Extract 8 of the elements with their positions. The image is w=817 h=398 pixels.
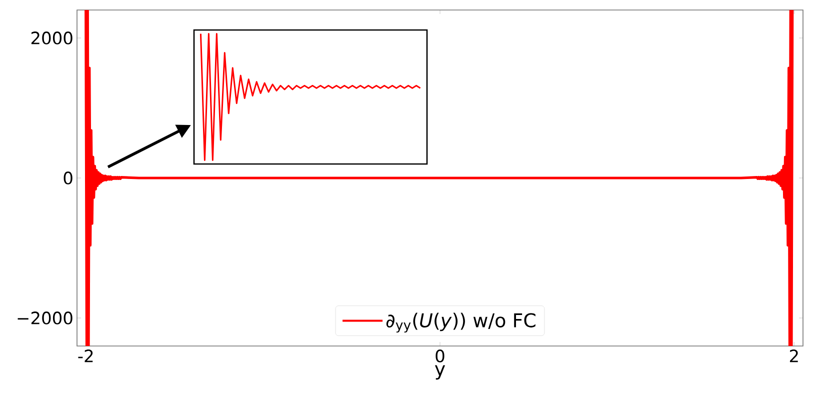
y-tick-label: −2000 <box>18 312 72 324</box>
y-tick-label: 2000 <box>31 32 72 44</box>
x-axis-title: y <box>434 365 446 380</box>
legend-label: ∂$_{yy}$(U(y)) w/o FC <box>386 312 536 333</box>
x-tick-label: 2 <box>790 350 798 362</box>
x-tick-label: -2 <box>78 350 93 362</box>
y-tick-label: 0 <box>64 172 72 184</box>
x-tick-label: 0 <box>436 350 444 362</box>
